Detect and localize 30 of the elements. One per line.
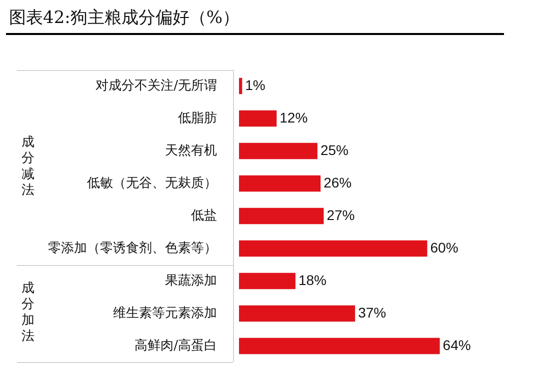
text: 成分加法 — [20, 281, 36, 346]
data-label: 26% — [324, 174, 352, 190]
bar — [239, 305, 356, 322]
bar — [239, 78, 242, 94]
bar — [239, 272, 296, 290]
bar — [239, 110, 277, 127]
y-tick-label: 维生素等元素添加 — [113, 306, 217, 321]
bar — [239, 142, 318, 160]
data-label: 64% — [442, 336, 471, 353]
data-label: 18% — [298, 272, 327, 288]
y-tick-label: 低脂肪 — [178, 110, 217, 126]
y-tick-label: 零添加（零诱食剂、色素等） — [48, 240, 217, 256]
y-tick-label: 天然有机 — [165, 143, 217, 158]
bar — [239, 240, 428, 257]
y-tick-label: 果蔬添加 — [165, 273, 217, 288]
y-tick-label: 低盐 — [191, 208, 217, 224]
data-label: 37% — [358, 304, 386, 320]
chart-title: 图表42:狗主粮成分偏好（%） — [9, 7, 240, 29]
text: 成分减法 — [20, 135, 36, 200]
y-tick-label: 低敏（无谷、无麸质） — [87, 176, 217, 191]
data-label: 27% — [326, 206, 355, 223]
bar — [239, 175, 321, 192]
y-tick-label: 高鲜肉/高蛋白 — [134, 337, 217, 354]
y-tick-label: 对成分不关注/无所谓 — [96, 78, 217, 94]
data-label: 1% — [245, 76, 266, 93]
data-label: 12% — [280, 109, 308, 126]
data-label: 60% — [430, 239, 458, 256]
data-label: 25% — [320, 142, 348, 158]
bar — [239, 208, 324, 224]
bar — [239, 338, 440, 354]
